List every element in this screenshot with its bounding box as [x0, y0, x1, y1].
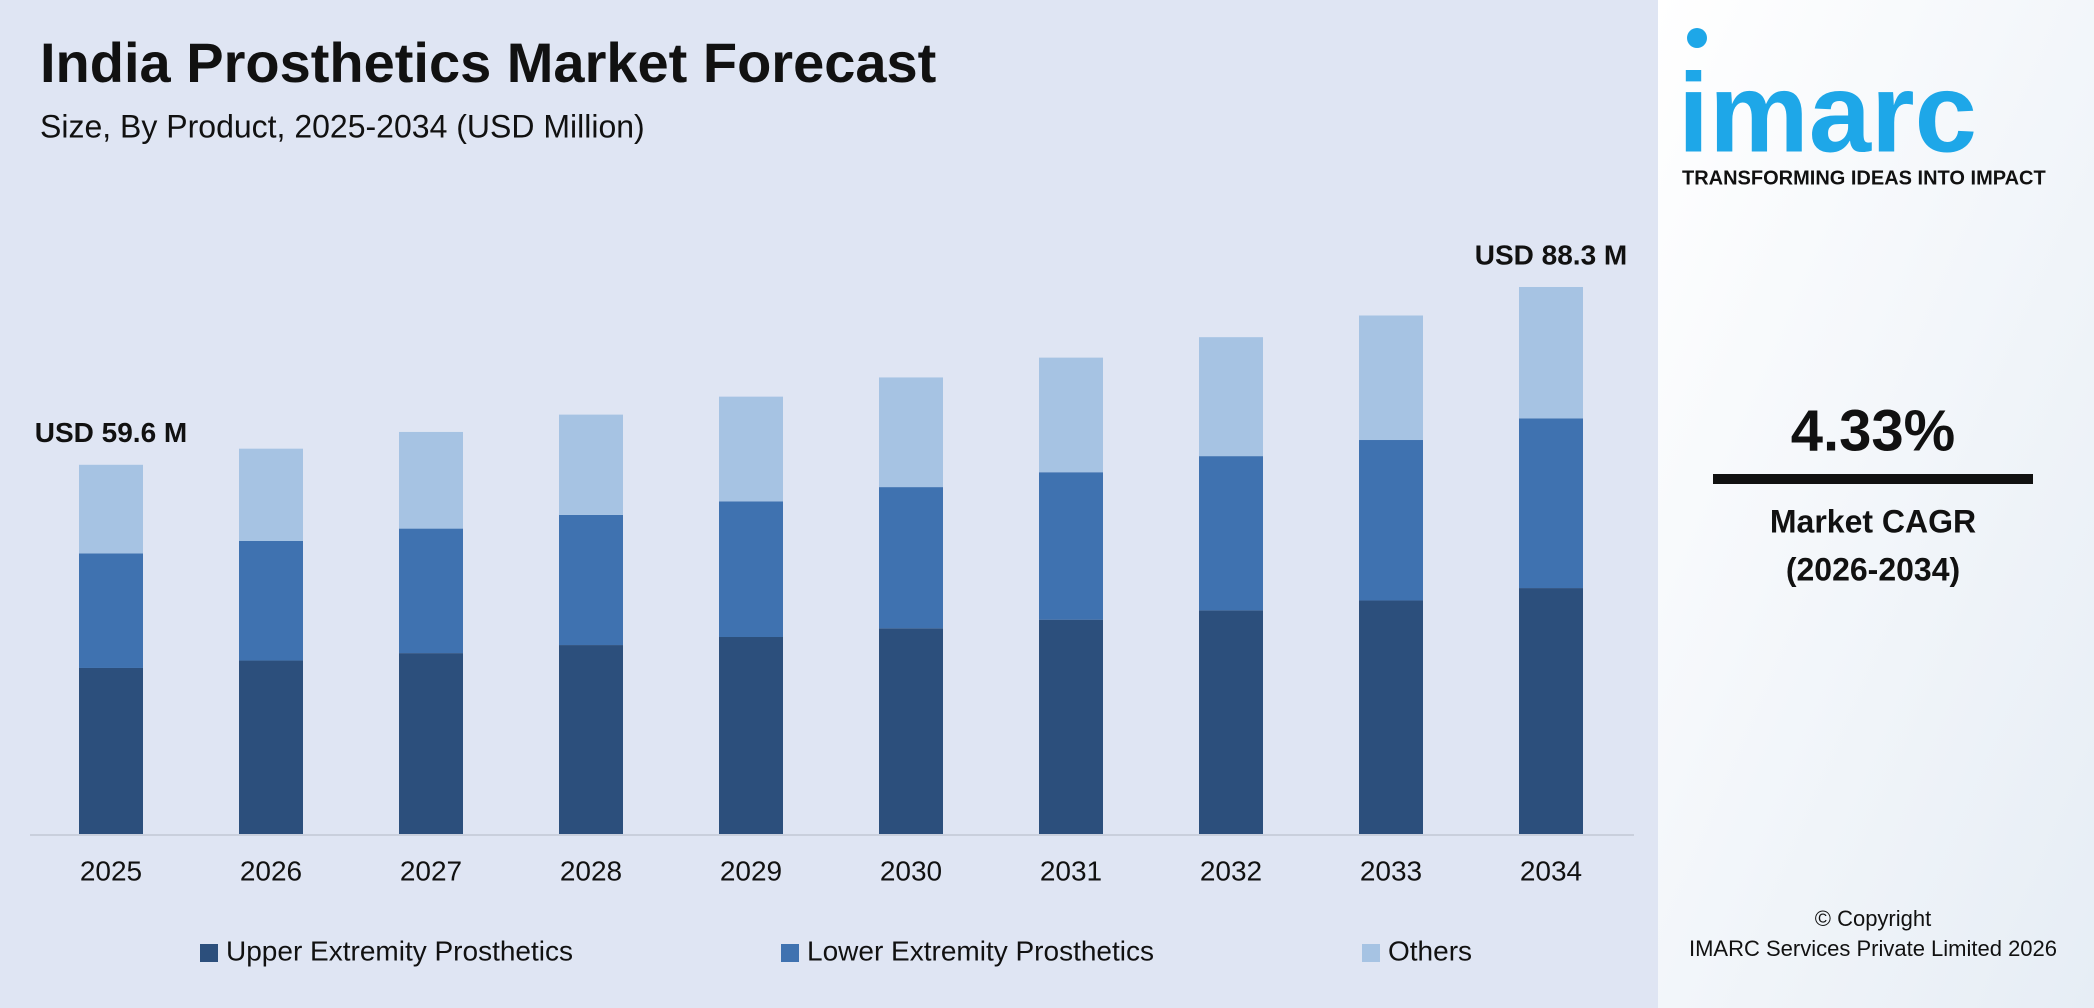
- bar-segment: [1039, 472, 1103, 620]
- legend-label: Others: [1388, 935, 1472, 966]
- bar-segment: [1199, 456, 1263, 611]
- legend-label: Upper Extremity Prosthetics: [226, 935, 573, 966]
- chart-subtitle: Size, By Product, 2025-2034 (USD Million…: [40, 108, 645, 144]
- bar-segment: [239, 448, 303, 541]
- company: IMARC Services Private Limited 2026: [1689, 936, 2057, 961]
- legend-swatch: [1362, 944, 1380, 962]
- chart-title: India Prosthetics Market Forecast: [40, 31, 936, 94]
- logo: imarc: [1678, 51, 1977, 176]
- total-label: USD 59.6 M: [35, 417, 188, 448]
- cagr-value: 4.33%: [1791, 398, 1955, 463]
- bar-segment: [719, 396, 783, 502]
- bar-segment: [559, 414, 623, 515]
- bar-segment: [1039, 619, 1103, 834]
- bar-segment: [1359, 440, 1423, 601]
- bar-segment: [399, 653, 463, 834]
- bar-segment: [79, 667, 143, 834]
- bar-segment: [1199, 610, 1263, 834]
- bar-segment: [719, 501, 783, 638]
- bar-segment: [559, 645, 623, 834]
- x-tick-label: 2032: [1200, 855, 1262, 886]
- bar-segment: [79, 553, 143, 668]
- side-panel: [1658, 0, 2094, 1008]
- bar-segment: [239, 540, 303, 661]
- bar-segment: [1519, 287, 1583, 419]
- bar-segment: [879, 377, 943, 488]
- x-tick-label: 2031: [1040, 855, 1102, 886]
- bar-segment: [399, 431, 463, 529]
- bar-segment: [719, 637, 783, 834]
- bar-segment: [1359, 315, 1423, 441]
- bar-segment: [1199, 337, 1263, 457]
- bar-segment: [239, 660, 303, 834]
- cagr-label: Market CAGR: [1770, 503, 1976, 539]
- x-tick-label: 2034: [1520, 855, 1582, 886]
- bar-segment: [559, 514, 623, 646]
- tagline: TRANSFORMING IDEAS INTO IMPACT: [1682, 167, 2046, 189]
- bar-segment: [1519, 418, 1583, 589]
- bar-segment: [79, 464, 143, 554]
- x-tick-label: 2030: [880, 855, 942, 886]
- copyright: © Copyright: [1815, 906, 1931, 931]
- x-tick-label: 2033: [1360, 855, 1422, 886]
- x-tick-label: 2026: [240, 855, 302, 886]
- x-tick-label: 2025: [80, 855, 142, 886]
- bar-segment: [1039, 357, 1103, 473]
- x-tick-label: 2028: [560, 855, 622, 886]
- x-tick-label: 2027: [400, 855, 462, 886]
- bar-segment: [1359, 600, 1423, 834]
- legend-label: Lower Extremity Prosthetics: [807, 935, 1154, 966]
- logo-dot: [1687, 28, 1707, 48]
- bar-segment: [399, 528, 463, 654]
- x-tick-label: 2029: [720, 855, 782, 886]
- legend-swatch: [200, 944, 218, 962]
- bar-segment: [879, 628, 943, 834]
- bar-segment: [879, 487, 943, 629]
- bar-segment: [1519, 588, 1583, 834]
- total-label: USD 88.3 M: [1475, 239, 1628, 270]
- legend-swatch: [781, 944, 799, 962]
- cagr-period: (2026-2034): [1786, 551, 1960, 587]
